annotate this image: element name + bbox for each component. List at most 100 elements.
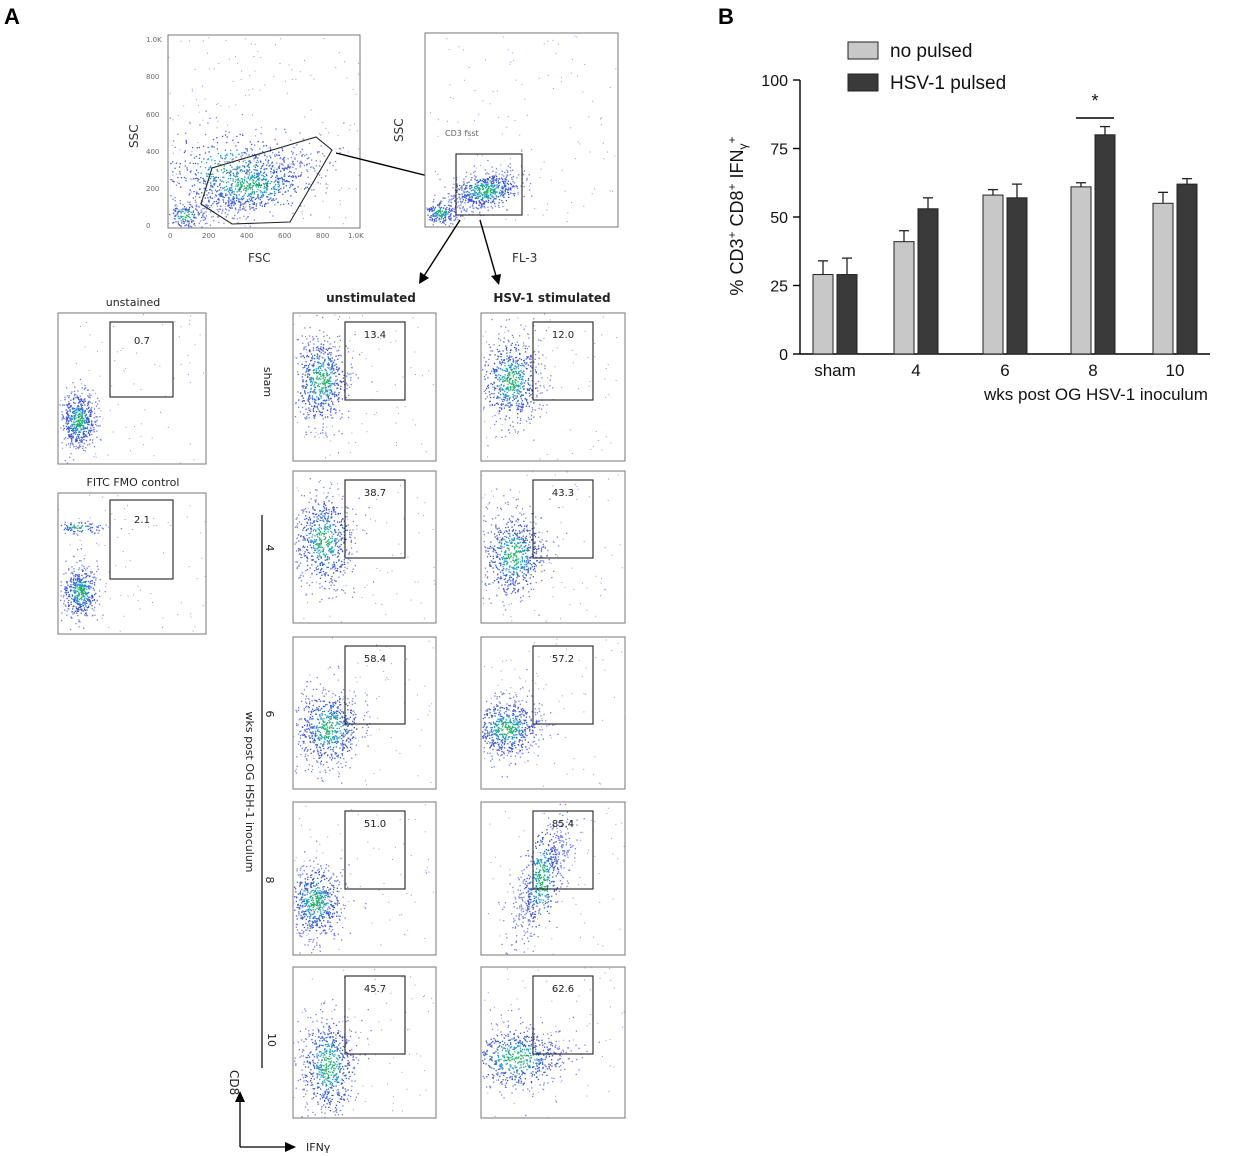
event-dot [76,590,78,592]
event-dot [490,198,492,200]
event-dot [190,616,192,618]
event-dot [71,611,74,613]
event-dot [475,192,478,194]
event-dot [66,582,68,584]
event-dot [304,436,306,438]
event-dot [437,119,439,121]
event-dot [371,365,373,367]
event-dot [253,219,256,221]
event-dot [191,213,194,215]
event-dot [574,158,576,160]
event-dot [67,528,69,530]
event-dot [85,413,87,416]
event-dot [517,377,520,379]
event-dot [214,178,216,180]
event-dot [301,211,303,212]
fsc-ytick: 0 [146,222,150,230]
event-dot [74,584,76,586]
event-dot [318,174,321,176]
event-dot [197,214,199,216]
event-dot [493,181,495,183]
event-dot [519,419,522,422]
event-dot [281,177,283,179]
event-dot [485,361,487,363]
event-dot [180,177,183,179]
fmo-frame [57,492,207,635]
event-dot [582,91,584,93]
event-dot [61,417,63,419]
event-dot [328,389,330,391]
event-dot [66,417,68,420]
event-dot [224,158,226,160]
event-dot [514,362,517,364]
event-dot [137,585,139,587]
event-dot [217,185,219,188]
event-dot [342,147,344,149]
event-dot [66,526,69,528]
event-dot [223,176,225,178]
event-dot [68,426,71,429]
event-dot [541,408,543,410]
event-dot [182,211,184,213]
event-dot [184,208,186,210]
event-dot [196,193,198,195]
event-dot [84,384,86,387]
event-dot [509,409,511,411]
event-dot [508,406,510,408]
event-dot [322,390,324,392]
event-dot [228,58,230,60]
event-dot [278,177,280,180]
event-dot [507,374,509,376]
event-dot [95,421,97,423]
event-dot [75,597,77,599]
event-dot [200,220,202,222]
event-dot [67,426,70,428]
event-dot [228,197,230,199]
event-dot [190,178,192,180]
event-dot [72,459,75,461]
event-dot [350,363,352,365]
event-dot [522,406,524,408]
event-dot [93,609,95,611]
event-dot [232,202,234,204]
event-dot [80,596,83,598]
event-dot [306,186,308,188]
event-dot [507,405,509,407]
event-dot [114,360,116,362]
event-dot [97,532,99,534]
event-dot [89,582,91,584]
event-dot [185,209,188,211]
event-dot [180,326,182,328]
event-dot [475,167,477,169]
event-dot [328,367,330,369]
event-dot [316,314,318,317]
event-dot [498,337,500,340]
event-dot [309,403,311,405]
event-dot [306,384,309,386]
event-dot [515,389,517,391]
event-dot [312,167,314,169]
event-dot [395,442,397,444]
event-dot [202,85,203,87]
event-dot [254,198,256,201]
event-dot [81,522,83,524]
event-dot [527,356,530,358]
event-dot [71,407,73,409]
event-dot [96,599,98,601]
event-dot [189,192,191,195]
event-dot [516,395,518,397]
cd3-gate [455,153,523,216]
event-dot [503,407,505,409]
event-dot [232,158,234,160]
event-dot [271,166,273,168]
event-dot [248,186,250,188]
event-dot [78,592,80,594]
event-dot [498,196,500,198]
event-dot [485,374,487,376]
event-dot [283,156,285,159]
event-dot [327,364,329,366]
event-dot [97,425,100,427]
event-dot [76,424,78,427]
event-dot [482,369,484,371]
event-dot [253,209,256,211]
